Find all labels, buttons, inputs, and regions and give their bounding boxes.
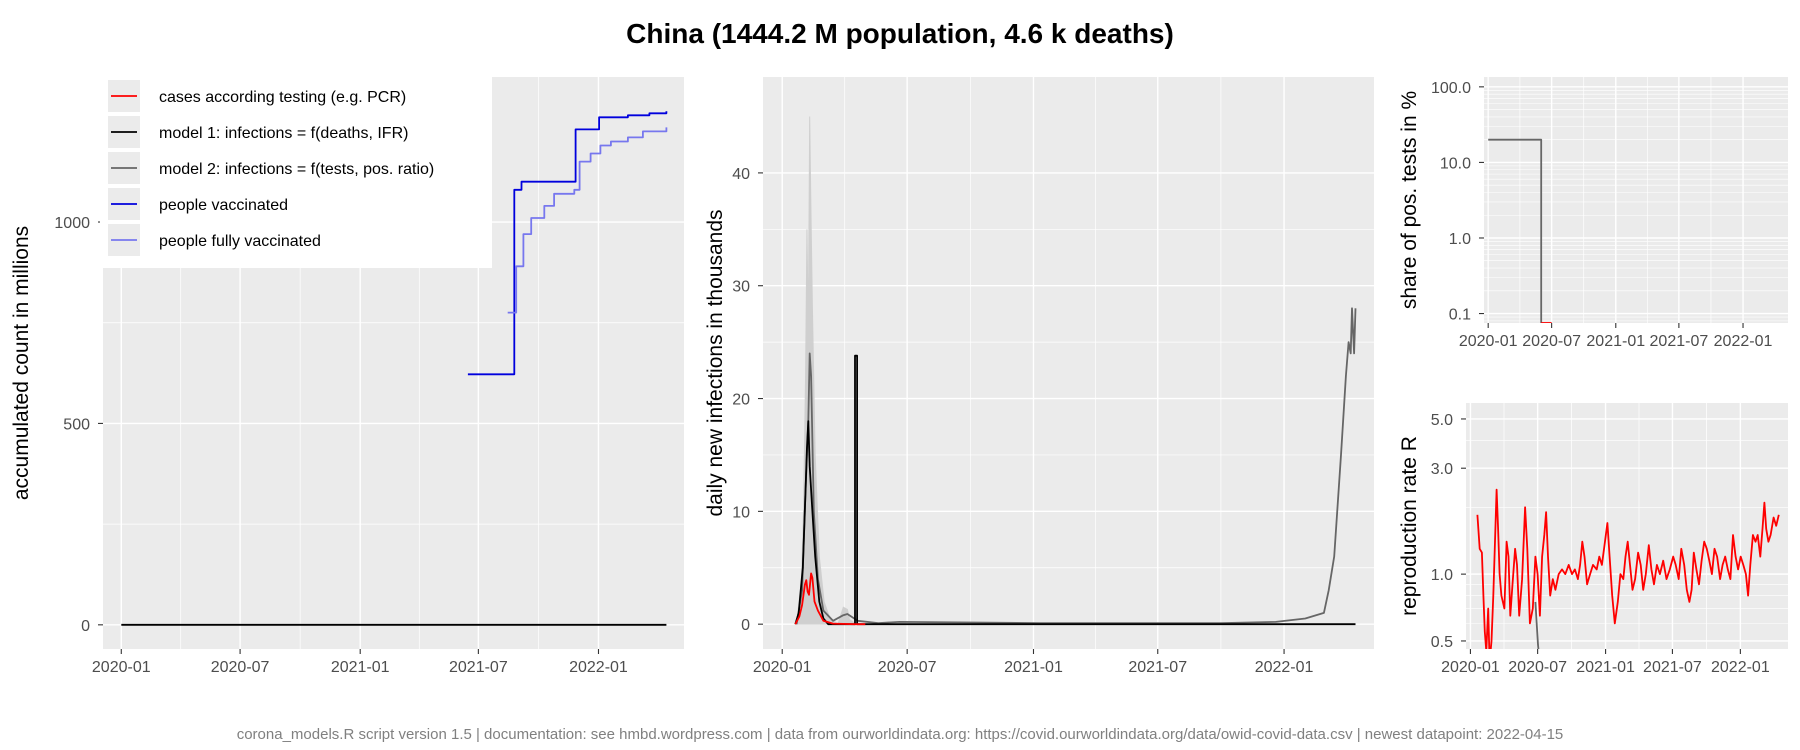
x-tick-label: 2021-07: [1128, 659, 1187, 676]
y-tick-label: 100.0: [1431, 80, 1471, 97]
series-model-2-infections-f-tests-pos-ratio: [1534, 601, 1540, 649]
legend-label: cases according testing (e.g. PCR): [159, 89, 406, 106]
x-tick-label: 2020-07: [878, 659, 937, 676]
x-tick-label: 2021-01: [1576, 659, 1635, 676]
x-tick-label: 2020-01: [753, 659, 812, 676]
y-tick-label: 10.0: [1440, 155, 1471, 172]
x-tick-label: 2021-01: [331, 659, 390, 676]
y-axis-title: share of pos. tests in %: [1398, 91, 1421, 309]
y-tick-label: 1.0: [1431, 567, 1453, 584]
series-model-2-infections-f-tests-pos-ratio: [795, 307, 1357, 625]
series-reproduction-rate-r: [1476, 488, 1780, 649]
y-tick-label: 0.5: [1431, 634, 1453, 651]
chart-title: China (1444.2 M population, 4.6 k deaths…: [626, 18, 1174, 49]
y-tick-label: 3.0: [1431, 461, 1453, 478]
series-group: [1488, 138, 1552, 323]
x-tick-label: 2020-01: [1459, 333, 1518, 350]
panel-4: 0.5 1.0 3.0 5.0 2020-01 2020-07 2021-01 2021-07…: [1398, 403, 1788, 676]
x-tick-label: 2020-01: [1441, 659, 1500, 676]
x-tick-label: 2022-01: [569, 659, 628, 676]
y-tick-label: 500: [63, 416, 90, 433]
x-tick-label: 2020-07: [1522, 333, 1581, 350]
x-tick-label: 2020-07: [211, 659, 270, 676]
x-tick-label: 2022-01: [1714, 333, 1773, 350]
legend-label: people vaccinated: [159, 197, 288, 214]
x-tick-label: 2022-01: [1255, 659, 1314, 676]
y-axis-title: daily new infections in thousands: [704, 209, 727, 516]
x-tick-label: 2021-07: [1650, 333, 1709, 350]
y-tick-label: 1000: [54, 215, 90, 232]
x-tick-label: 2021-07: [449, 659, 508, 676]
legend-label: model 2: infections = f(tests, pos. rati…: [159, 161, 434, 178]
series-model-1-infections-f-deaths-ifr: [794, 354, 1356, 626]
y-axis-title: reproduction rate R: [1398, 436, 1421, 616]
panel-background: [1484, 77, 1788, 323]
series-model-2-infections-f-tests-pos-ratio: [1488, 138, 1543, 323]
series-group: [121, 111, 668, 626]
y-axis-title: accumulated count in millions: [10, 226, 33, 500]
x-tick-label: 2022-01: [1711, 659, 1770, 676]
legend-label: model 1: infections = f(deaths, IFR): [159, 125, 408, 142]
legend-box: [100, 76, 492, 268]
panel-2: 0 10 20 30 40 2020-01 2020-07 2021-01 2021-07 202…: [704, 77, 1374, 676]
panel-3: 0.1 1.0 10.0 100.0 2020-01 2020-07 2021-01 2021…: [1398, 77, 1788, 350]
legend-label: people fully vaccinated: [159, 233, 321, 250]
y-tick-label: 20: [732, 392, 750, 409]
series-people-vaccinated: [467, 111, 668, 376]
series-group: [794, 116, 1357, 626]
y-tick-label: 40: [732, 166, 750, 183]
series-people-fully-vaccinated: [507, 127, 668, 314]
y-tick-label: 0.1: [1449, 307, 1471, 324]
x-tick-label: 2021-01: [1586, 333, 1645, 350]
y-tick-label: 5.0: [1431, 412, 1453, 429]
x-tick-label: 2021-01: [1004, 659, 1063, 676]
y-tick-label: 0: [81, 618, 90, 635]
y-tick-label: 10: [732, 504, 750, 521]
y-tick-label: 30: [732, 279, 750, 296]
x-tick-label: 2020-01: [92, 659, 151, 676]
y-tick-label: 0: [741, 617, 750, 634]
series-group: [1476, 488, 1780, 649]
legend: cases according testing (e.g. PCR) model …: [100, 76, 492, 268]
x-tick-label: 2020-07: [1508, 659, 1567, 676]
y-tick-label: 1.0: [1449, 231, 1471, 248]
caption: corona_models.R script version 1.5 | doc…: [237, 726, 1564, 743]
x-tick-label: 2021-07: [1643, 659, 1702, 676]
series-cases-according-testing-e-g-pcr: [794, 572, 866, 626]
